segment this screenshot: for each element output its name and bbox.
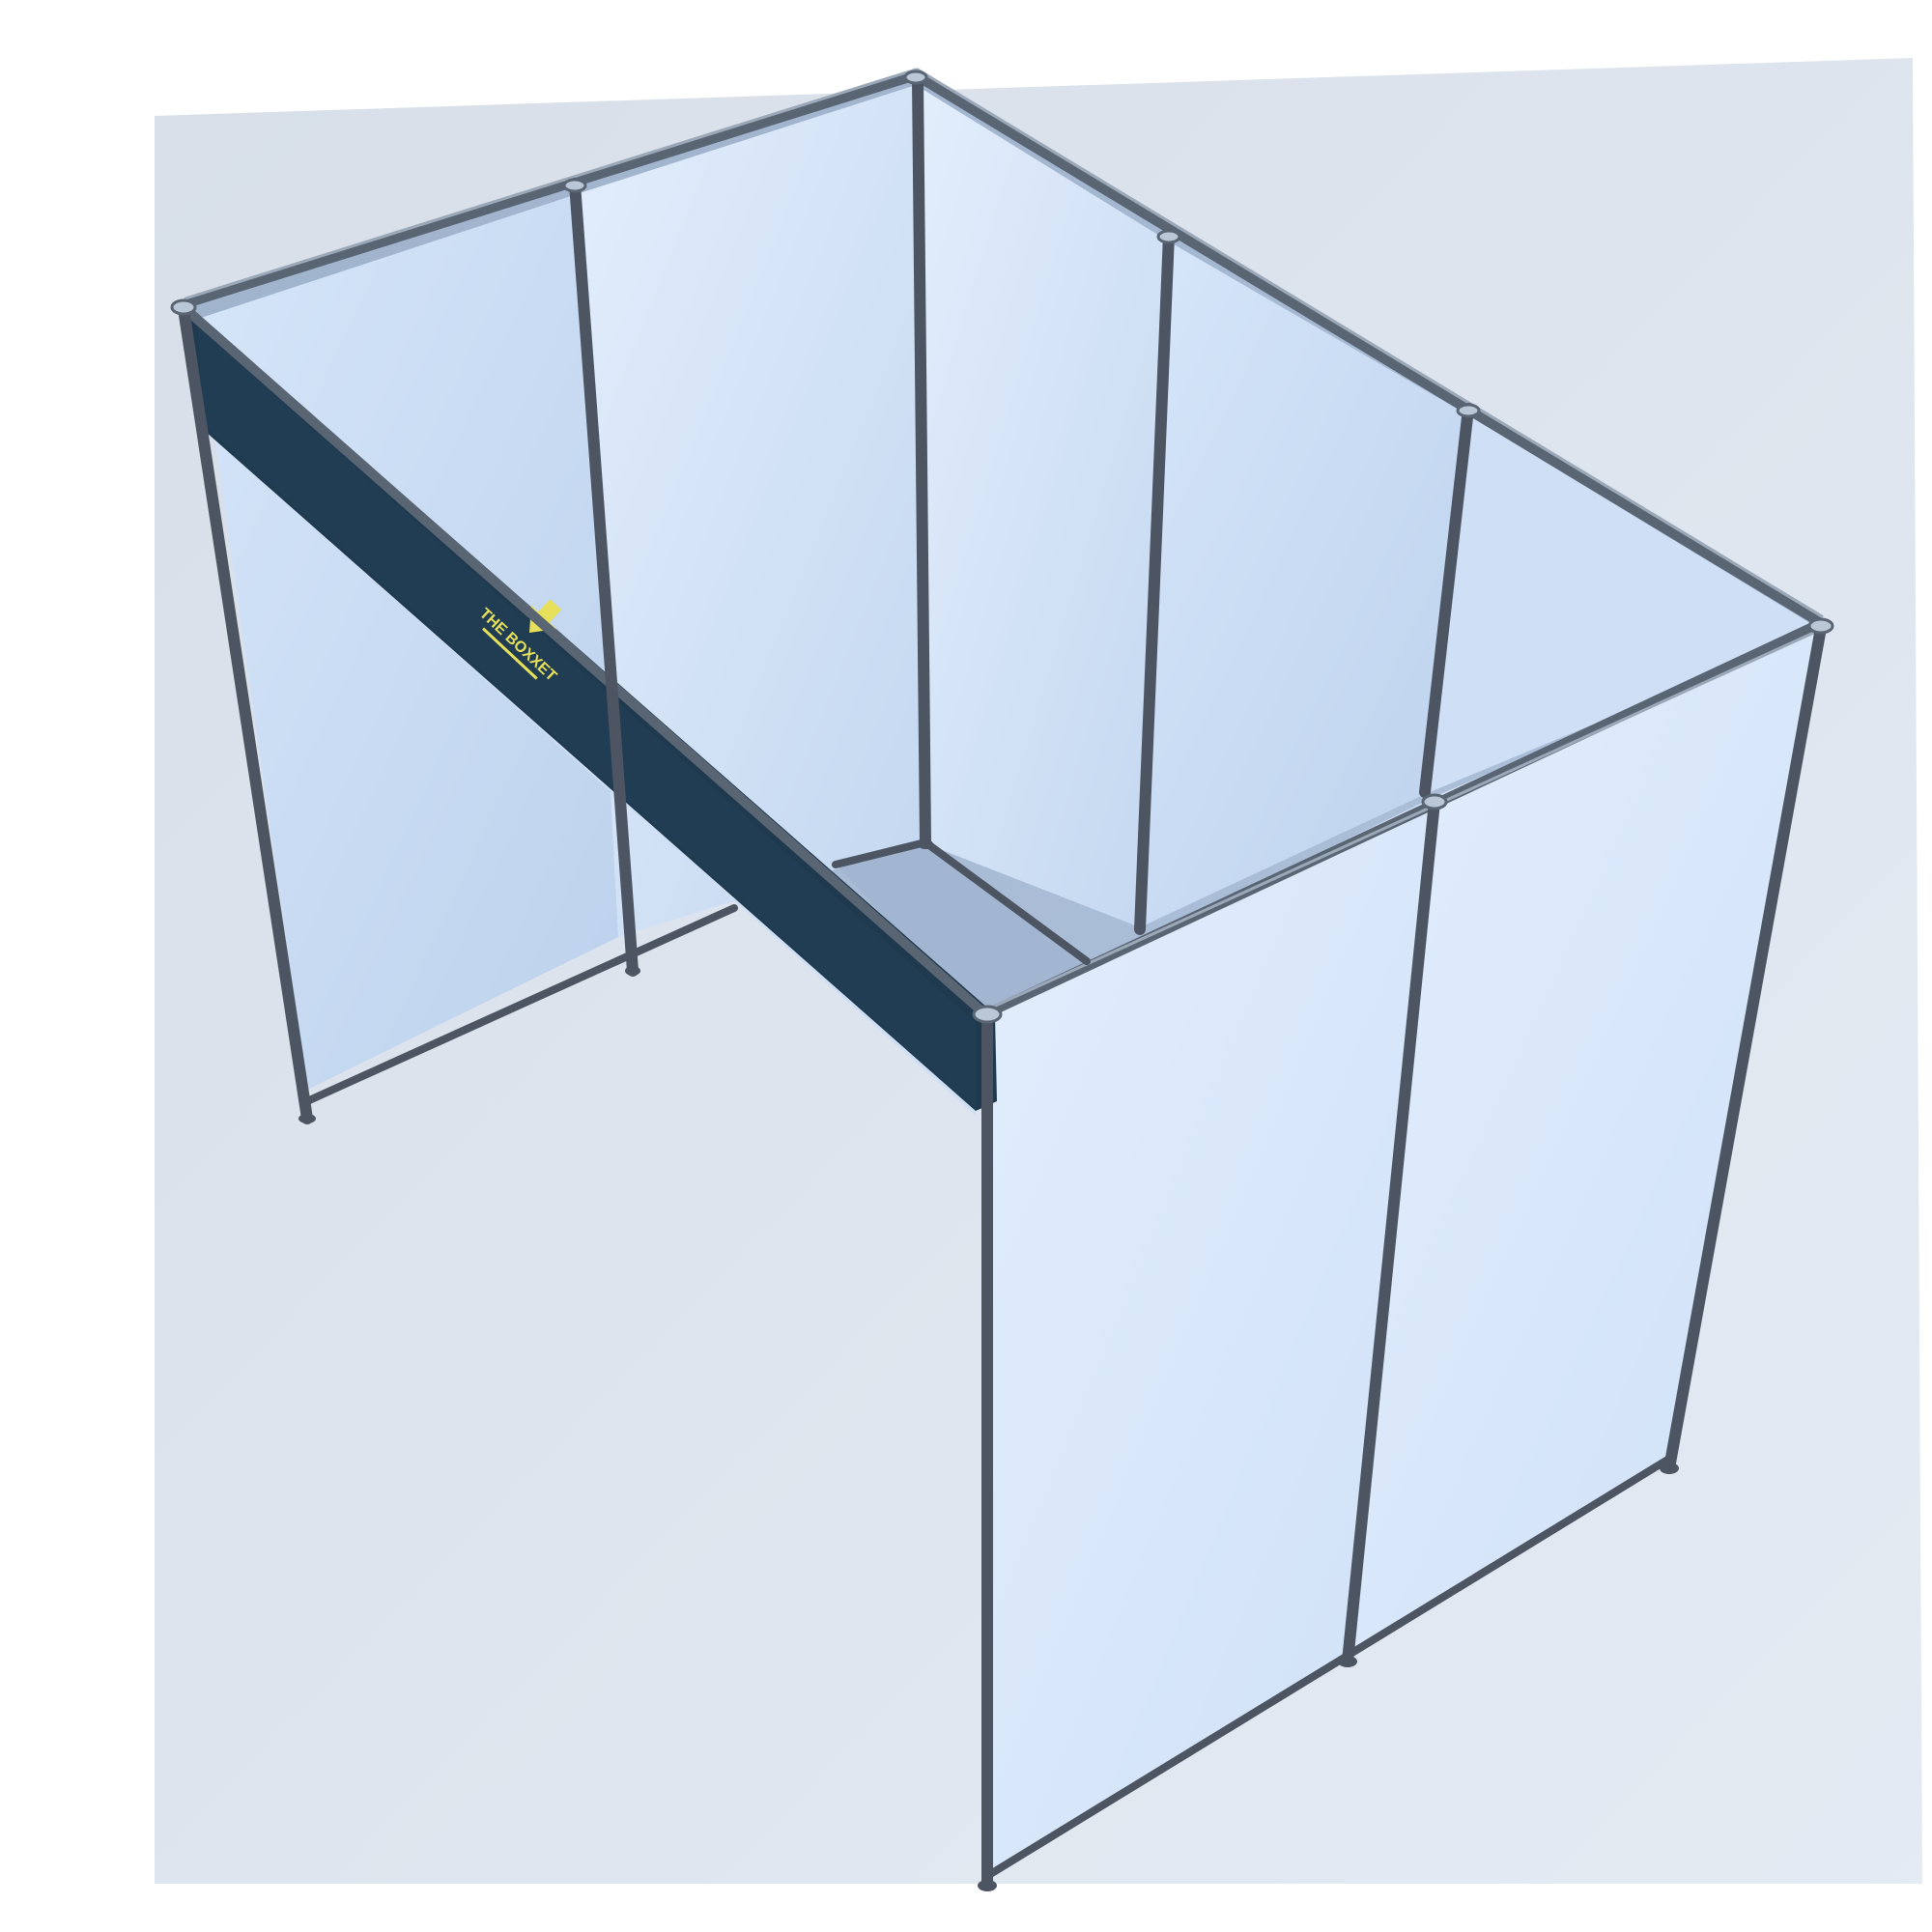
right-wall-panel-right [1350,628,1818,1652]
left-wall-panel-front [580,85,923,937]
fascia-band-face [198,327,976,1109]
back-wall-panel-right [1140,242,1468,927]
post-left-mid [569,178,639,977]
left-wall-outer [198,425,976,1116]
post-caps [170,70,1834,1024]
post-back-mid [1134,229,1175,935]
post-back-corner [912,73,931,848]
logo-underline [482,627,538,680]
post-left-front [178,303,313,1124]
back-wall-panel-far [1430,415,1821,792]
right-wall-panel-left [985,797,1435,1876]
frame-posts [178,73,1827,1891]
post-feet [298,839,1679,1891]
post-front-mid [1342,796,1440,1667]
frame-top-rails-highlight [184,68,1824,1011]
floor-opening [836,842,1087,1014]
frame-bottom-rails [303,838,1673,1880]
back-wall-panel-left [916,85,1169,927]
post-front-right [1663,622,1827,1474]
post-back-right [1419,403,1474,798]
